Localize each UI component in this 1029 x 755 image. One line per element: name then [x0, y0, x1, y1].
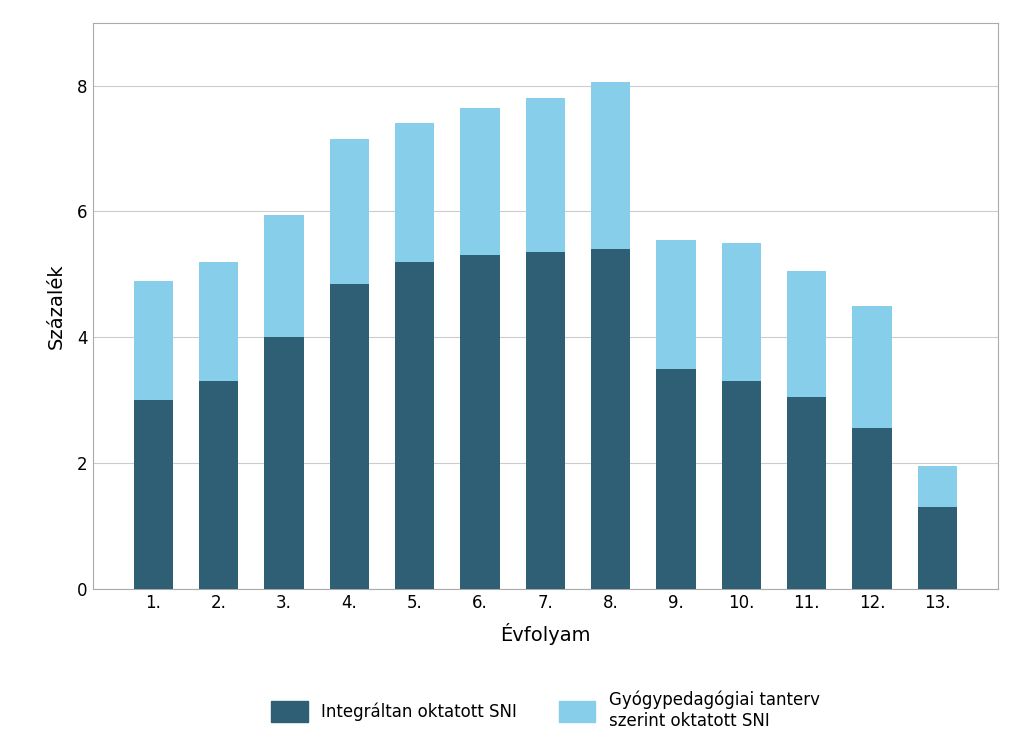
Bar [918, 467, 957, 507]
X-axis label: Évfolyam: Évfolyam [500, 623, 591, 645]
Bar [134, 281, 173, 400]
Bar [591, 82, 631, 249]
Bar [199, 381, 239, 589]
Bar [852, 429, 892, 589]
Bar [329, 139, 369, 284]
Bar [526, 98, 565, 252]
Bar [395, 123, 434, 262]
Bar [264, 337, 304, 589]
Bar [395, 262, 434, 589]
Bar [787, 271, 826, 397]
Bar [460, 255, 500, 589]
Bar [657, 240, 696, 368]
Bar [657, 368, 696, 589]
Bar [918, 507, 957, 589]
Bar [591, 249, 631, 589]
Bar [134, 400, 173, 589]
Legend: Integráltan oktatott SNI, Gyógypedagógiai tanterv
szerint oktatott SNI: Integráltan oktatott SNI, Gyógypedagógia… [262, 683, 828, 738]
Bar [264, 214, 304, 337]
Bar [721, 381, 761, 589]
Bar [329, 284, 369, 589]
Bar [199, 262, 239, 381]
Bar [852, 306, 892, 429]
Y-axis label: Százalék: Százalék [47, 263, 66, 349]
Bar [721, 243, 761, 381]
Bar [787, 397, 826, 589]
Bar [526, 252, 565, 589]
Bar [460, 108, 500, 255]
